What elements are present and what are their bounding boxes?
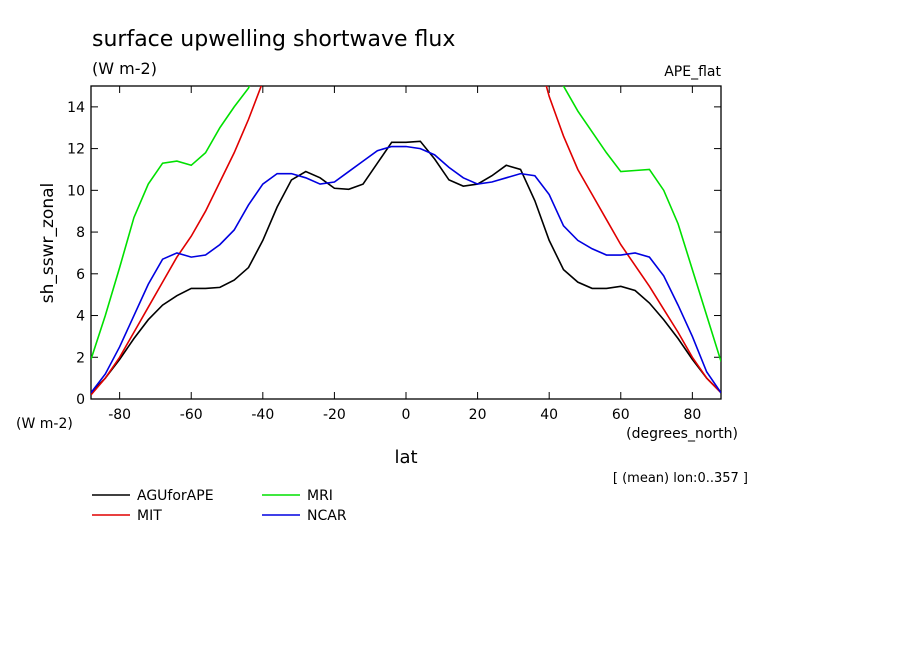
- series-line: [91, 86, 721, 396]
- y-tick-label: 2: [76, 350, 85, 366]
- x-tick-label: 0: [402, 407, 411, 423]
- y-axis-label: sh_sswr_zonal: [38, 183, 58, 303]
- series-line: [91, 140, 721, 394]
- x-tick-label: -20: [323, 407, 346, 423]
- chart-title: surface upwelling shortwave flux: [92, 27, 455, 52]
- x-axis-units: (degrees_north): [626, 426, 738, 442]
- x-tick-label: 40: [540, 407, 558, 423]
- x-tick-label: 80: [683, 407, 701, 423]
- series-line: [91, 145, 721, 394]
- y-tick-label: 4: [76, 309, 85, 325]
- x-tick-label: -60: [180, 407, 203, 423]
- y-tick-label: 6: [76, 267, 85, 283]
- legend-label: NCAR: [307, 508, 347, 524]
- y-tick-label: 14: [67, 100, 85, 116]
- dataset-label: APE_flat: [664, 64, 721, 80]
- x-tick-label: -40: [251, 407, 274, 423]
- y-axis-units: (W m-2): [16, 416, 73, 432]
- plot-lines: [91, 86, 721, 396]
- x-axis-label: lat: [394, 447, 417, 468]
- series-line: [91, 86, 721, 362]
- legend-label: MIT: [137, 508, 162, 524]
- legend-label: MRI: [307, 488, 333, 504]
- y-tick-label: 8: [76, 225, 85, 241]
- x-tick-label: 20: [469, 407, 487, 423]
- y-tick-label: 10: [67, 183, 85, 199]
- x-tick-label: -80: [108, 407, 131, 423]
- x-tick-label: 60: [612, 407, 630, 423]
- subtitle: (W m-2): [92, 59, 157, 78]
- legend-label: AGUforAPE: [137, 488, 214, 504]
- y-tick-label: 12: [67, 142, 85, 158]
- y-tick-label: 0: [76, 392, 85, 408]
- annotation: [ (mean) lon:0..357 ]: [613, 471, 748, 486]
- plot-frame: [90, 85, 722, 400]
